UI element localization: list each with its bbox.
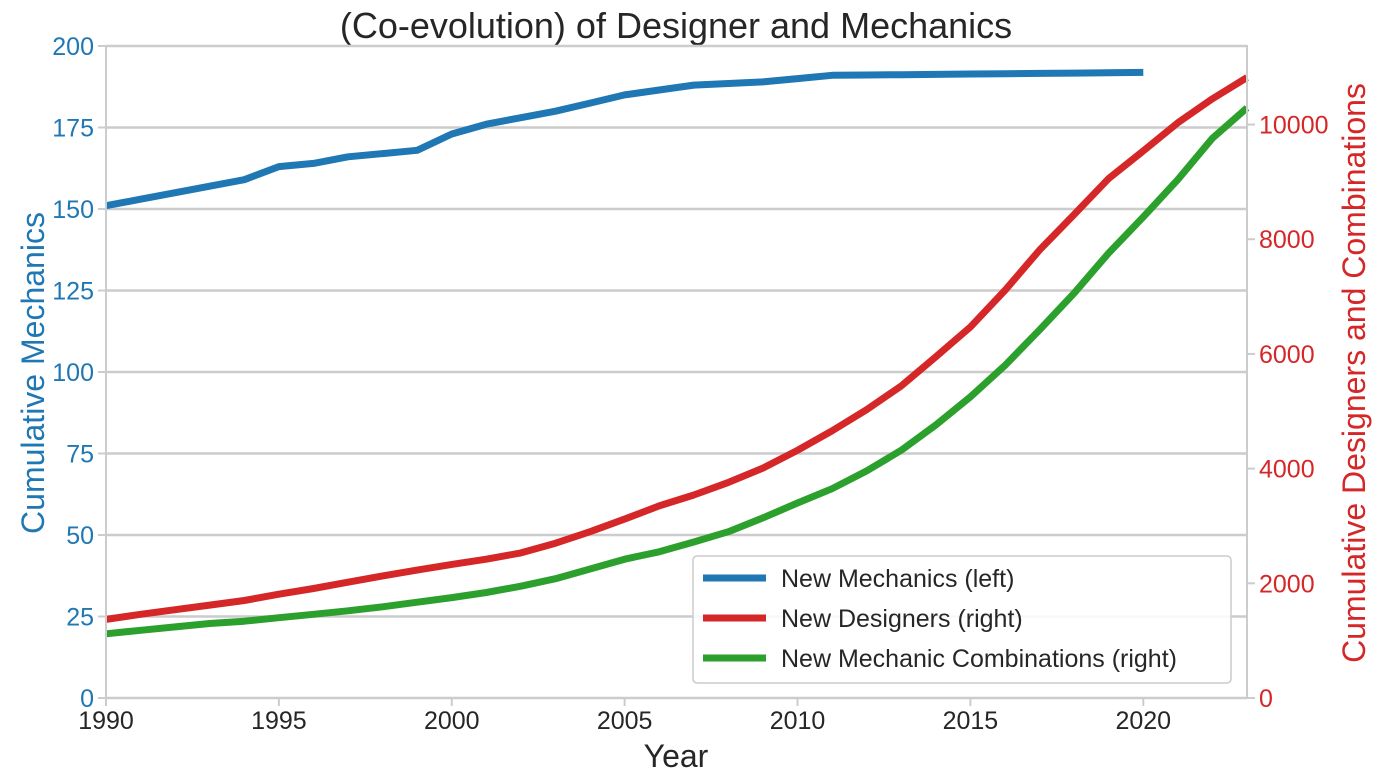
y-axis-label-left: Cumulative Mechanics	[15, 212, 51, 534]
tick-label-left: 25	[66, 604, 94, 632]
tick-label-x: 1990	[78, 707, 134, 735]
tick-label-left: 175	[52, 115, 94, 143]
chart-title: (Co-evolution) of Designer and Mechanics	[340, 5, 1012, 46]
tick-label-left: 150	[52, 196, 94, 224]
tick-label-x: 2005	[597, 707, 653, 735]
x-axis-ticks: 1990 1995 2000 2005 2010 2015 2020	[78, 698, 1171, 735]
legend-label-0: New Mechanics (left)	[781, 565, 1014, 593]
series-lines	[105, 68, 1250, 638]
y-axis-label-right: Cumulative Designers and Combinations	[1336, 83, 1372, 663]
tick-label-left: 75	[66, 441, 94, 469]
tick-label-right: 2000	[1259, 570, 1315, 598]
legend-box	[692, 555, 1232, 684]
series-line-2	[105, 105, 1250, 638]
tick-label-x: 2020	[1115, 707, 1171, 735]
tick-label-right: 4000	[1259, 456, 1315, 484]
tick-label-right: 8000	[1259, 226, 1315, 254]
tick-label-x: 1995	[251, 707, 307, 735]
tick-label-left: 200	[52, 33, 94, 61]
tick-label-left: 50	[66, 522, 94, 550]
tick-label-left: 125	[52, 278, 94, 306]
tick-label-x: 2010	[770, 707, 826, 735]
tick-label-left: 100	[52, 359, 94, 387]
tick-label-x: 2015	[943, 707, 999, 735]
x-axis-label: Year	[644, 738, 709, 774]
legend: New Mechanics (left) New Designers (right…	[692, 555, 1232, 684]
tick-label-right: 10000	[1259, 112, 1329, 140]
tick-label-left: 0	[80, 685, 94, 713]
right-axis-ticks: 0 2000 4000 6000 8000 10000	[1247, 112, 1329, 713]
tick-label-right: 6000	[1259, 341, 1315, 369]
legend-label-2: New Mechanic Combinations (right)	[781, 645, 1177, 673]
series-line-1	[105, 74, 1249, 623]
tick-label-x: 2000	[424, 707, 480, 735]
series-line-0	[105, 68, 1144, 210]
left-axis-ticks: 0 25 50 75 100 125 150 175 200	[52, 33, 106, 713]
legend-label-1: New Designers (right)	[781, 605, 1023, 633]
tick-label-right: 0	[1259, 685, 1273, 713]
